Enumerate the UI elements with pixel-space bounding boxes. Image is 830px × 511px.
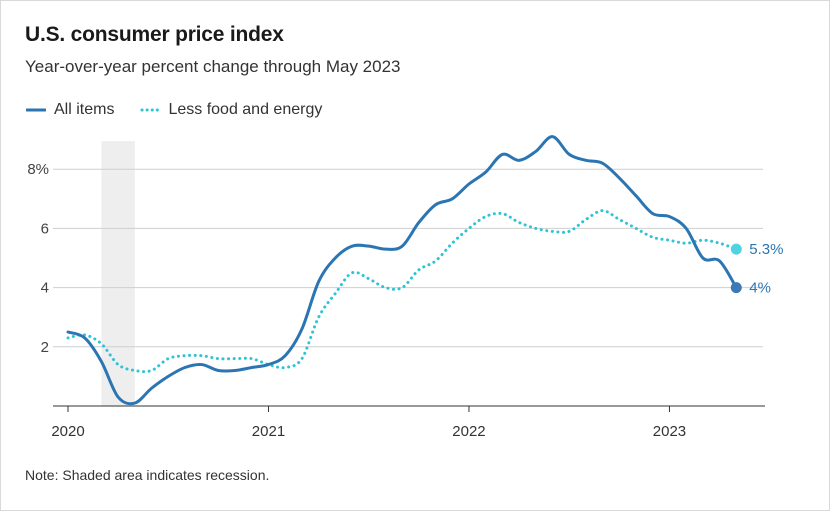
legend: All items Less food and energy [26, 101, 348, 119]
x-tick-label: 2020 [51, 423, 84, 440]
legend-swatch-solid [26, 108, 46, 112]
legend-item-less-food-energy: Less food and energy [140, 101, 322, 119]
series-line-all-items [66, 135, 738, 406]
recession-band [101, 141, 135, 406]
end-label-all-items: 4% [749, 280, 771, 297]
y-tick-label: 2 [41, 339, 49, 356]
legend-label-all-items: All items [54, 101, 115, 118]
chart-note: Note: Shaded area indicates recession. [25, 467, 270, 483]
x-tick-label: 2021 [252, 423, 285, 440]
legend-item-all-items: All items [26, 101, 114, 119]
end-point-less-food-energy [730, 243, 742, 255]
chart-title: U.S. consumer price index [25, 23, 284, 46]
series-line-less-food-energy [66, 209, 738, 374]
x-tick-label: 2023 [653, 423, 686, 440]
end-point-all-items [730, 282, 742, 294]
cpi-line-chart: 2 4 6 8% 2020 2021 2022 2023 5.3% 4% [27, 135, 783, 440]
legend-swatch-dotted [140, 108, 161, 112]
chart-subtitle: Year-over-year percent change through Ma… [25, 57, 401, 76]
y-tick-label: 8% [27, 161, 49, 178]
y-tick-label: 4 [41, 280, 49, 297]
x-tick-label: 2022 [452, 423, 485, 440]
end-label-less-food-energy: 5.3% [749, 241, 783, 258]
y-tick-label: 6 [41, 220, 49, 237]
legend-label-less-food-energy: Less food and energy [168, 101, 323, 118]
